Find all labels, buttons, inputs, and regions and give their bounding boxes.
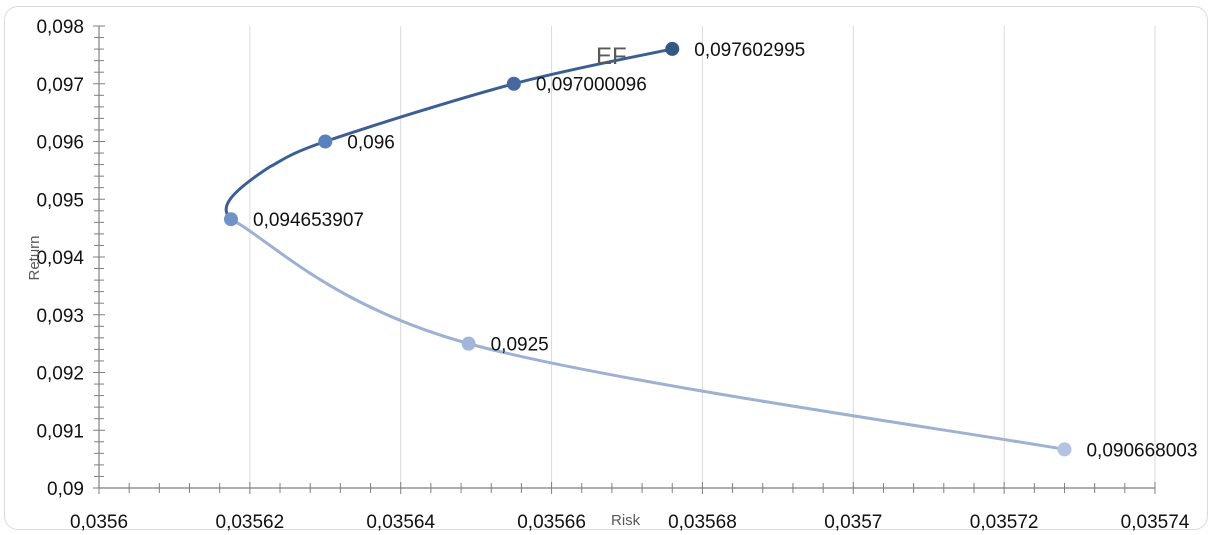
- chart-title: EF: [596, 43, 627, 70]
- x-axis-title: Risk: [611, 512, 641, 529]
- data-point: [1057, 442, 1072, 457]
- y-tick-label: 0,091: [36, 421, 84, 442]
- y-tick-label: 0,092: [36, 364, 84, 385]
- data-label: 0,090668003: [1086, 440, 1197, 461]
- chart-frame: [4, 6, 1208, 530]
- x-tick-label: 0,03572: [970, 512, 1039, 533]
- y-tick-label: 0,09: [47, 479, 84, 500]
- x-tick-label: 0,0357: [824, 512, 882, 533]
- x-tick-label: 0,03568: [668, 512, 737, 533]
- frontier-curve-lower: [230, 217, 1065, 451]
- y-tick-label: 0,094: [36, 248, 84, 269]
- tick-labels: 0,0356 0,03562 0,03564 0,03566 0,03568 0,0357…: [36, 17, 1189, 533]
- x-tick-label: 0,03564: [366, 512, 435, 533]
- data-point: [665, 41, 680, 56]
- x-tick-label: 0,03562: [216, 512, 285, 533]
- y-tick-label: 0,096: [36, 133, 84, 154]
- y-tick-label: 0,097: [36, 75, 84, 96]
- data-label: 0,094653907: [253, 210, 364, 231]
- data-label: 0,097602995: [694, 40, 805, 61]
- data-label: 0,096: [347, 133, 395, 154]
- frontier-curve-upper: [224, 47, 673, 221]
- data-point: [318, 134, 333, 149]
- data-points: [224, 41, 1072, 457]
- x-tick-label: 0,03566: [517, 512, 586, 533]
- x-tick-label: 0,0356: [70, 512, 128, 533]
- data-labels: 0,090668003 0,0925 0,094653907 0,096 0,09700…: [253, 40, 1197, 461]
- data-point: [506, 76, 521, 91]
- x-tick-label: 0,03574: [1121, 512, 1190, 533]
- y-tick-label: 0,098: [36, 17, 84, 38]
- axes: [93, 25, 1156, 494]
- y-tick-label: 0,093: [36, 306, 84, 327]
- data-point: [461, 336, 476, 351]
- y-tick-label: 0,095: [36, 190, 84, 211]
- y-axis-title: Return: [26, 235, 43, 280]
- data-label: 0,097000096: [536, 75, 647, 96]
- data-point: [224, 212, 238, 227]
- gridlines: [249, 26, 1156, 488]
- data-label: 0,0925: [491, 335, 549, 356]
